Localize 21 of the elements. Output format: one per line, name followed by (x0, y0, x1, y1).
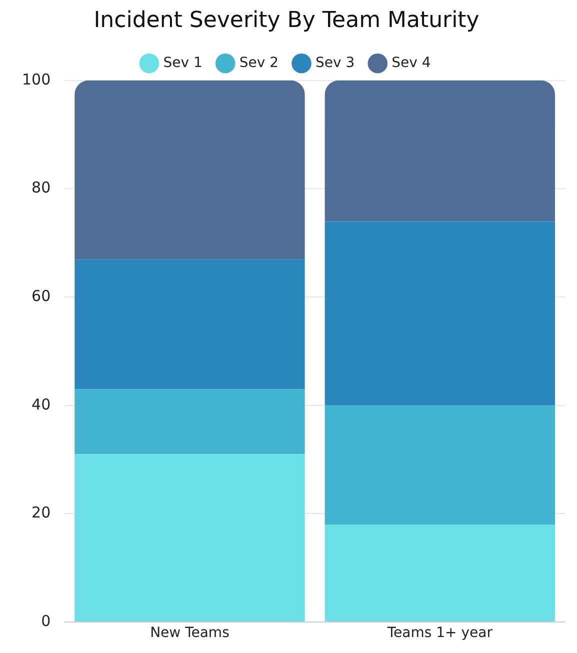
bar (74, 389, 305, 454)
legend-label: Sev 1 (163, 55, 202, 72)
x-tick-label: New Teams (150, 625, 230, 642)
x-tick-label: Teams 1+ year (386, 625, 493, 642)
bar (74, 80, 305, 260)
bar (324, 524, 555, 622)
bar (324, 80, 555, 222)
y-tick-label: 0 (41, 612, 51, 630)
legend-label: Sev 2 (239, 55, 279, 72)
y-tick-label: 40 (32, 395, 51, 414)
bar (74, 454, 305, 622)
y-tick-label: 60 (32, 286, 51, 305)
bar (324, 221, 555, 406)
chart-title: Incident Severity By Team Maturity (94, 8, 480, 33)
bar (74, 259, 305, 390)
y-tick-label: 80 (32, 178, 51, 197)
legend-label: Sev 4 (392, 55, 431, 72)
legend-label: Sev 3 (316, 55, 355, 72)
bar (324, 405, 555, 525)
y-tick-label: 20 (32, 504, 51, 522)
y-tick-label: 100 (22, 70, 51, 88)
